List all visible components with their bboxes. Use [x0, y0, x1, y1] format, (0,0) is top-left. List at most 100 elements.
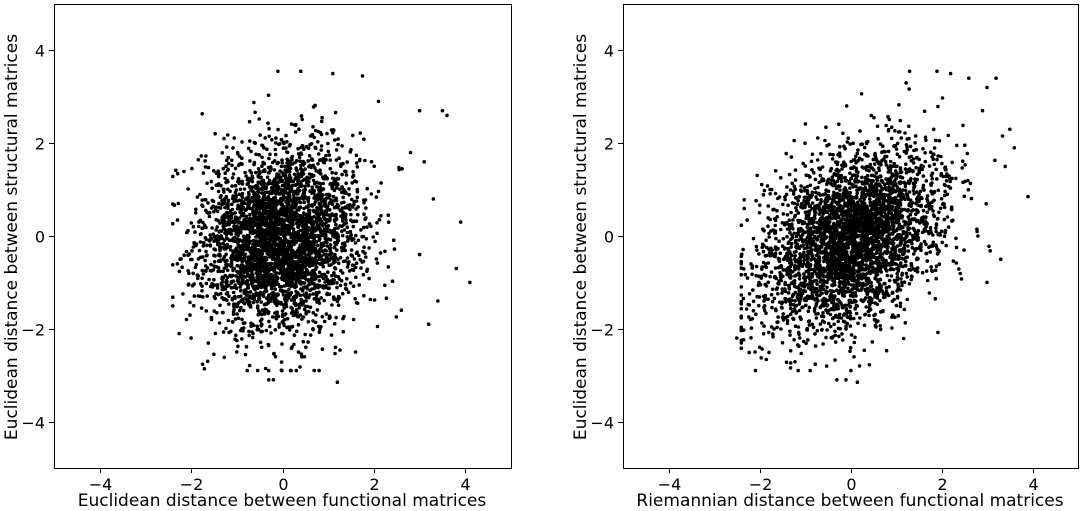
scatter-point	[340, 233, 345, 238]
scatter-point	[245, 297, 250, 302]
scatter-point	[265, 245, 270, 250]
scatter-point	[230, 184, 234, 188]
scatter-point	[252, 240, 257, 245]
scatter-point	[855, 151, 860, 156]
scatter-point	[358, 131, 363, 135]
scatter-point	[296, 250, 301, 254]
scatter-point	[312, 282, 317, 287]
scatter-point	[352, 257, 357, 261]
scatter-point	[288, 242, 293, 246]
scatter-point	[291, 273, 295, 277]
scatter-point	[239, 221, 243, 226]
scatter-point	[302, 272, 306, 276]
scatter-point	[236, 302, 240, 306]
scatter-point	[937, 210, 941, 215]
scatter-point	[240, 179, 244, 184]
scatter-point	[790, 181, 794, 186]
scatter-point	[177, 269, 182, 274]
scatter-point	[936, 188, 941, 193]
scatter-point	[324, 279, 329, 283]
scatter-point	[252, 294, 257, 299]
scatter-point	[222, 226, 226, 231]
scatter-point	[222, 254, 227, 259]
scatter-point	[355, 301, 360, 306]
scatter-point	[298, 243, 303, 247]
scatter-point	[338, 224, 342, 228]
scatter-point	[227, 294, 231, 299]
scatter-point	[224, 326, 228, 331]
scatter-point	[327, 316, 332, 321]
scatter-point	[190, 283, 195, 288]
scatter-point	[280, 309, 285, 313]
scatter-point	[328, 158, 333, 162]
scatter-point	[331, 297, 336, 301]
scatter-point	[855, 191, 859, 195]
scatter-point	[260, 178, 265, 183]
scatter-point	[218, 303, 222, 308]
scatter-point	[187, 252, 192, 256]
scatter-point	[176, 201, 181, 206]
scatter-point	[319, 195, 324, 200]
scatter-point	[296, 229, 301, 234]
scatter-point	[269, 265, 274, 270]
scatter-point	[354, 261, 359, 266]
scatter-point	[324, 274, 328, 279]
scatter-point	[279, 360, 284, 364]
scatter-point	[280, 251, 284, 255]
scatter-point	[258, 340, 263, 345]
scatter-point	[365, 225, 369, 229]
scatter-point	[260, 252, 265, 256]
scatter-point	[333, 345, 338, 350]
scatter-point	[239, 224, 243, 229]
scatter-point	[200, 203, 204, 207]
scatter-point	[244, 214, 249, 219]
scatter-point	[200, 112, 204, 116]
scatter-point	[240, 140, 244, 144]
scatter-point	[252, 220, 256, 224]
scatter-point	[351, 284, 356, 289]
scatter-point	[355, 165, 360, 169]
scatter-point	[243, 208, 248, 212]
scatter-point	[352, 202, 356, 207]
scatter-point	[256, 278, 261, 282]
scatter-point	[259, 254, 264, 259]
scatter-point	[333, 267, 338, 271]
scatter-point	[222, 136, 226, 141]
scatter-point	[282, 230, 287, 234]
scatter-point	[343, 259, 348, 263]
scatter-point	[234, 194, 239, 198]
scatter-point	[250, 268, 254, 273]
scatter-point	[213, 235, 217, 239]
scatter-point	[899, 261, 903, 265]
scatter-point	[274, 141, 278, 145]
scatter-point	[323, 201, 328, 206]
scatter-point	[285, 150, 290, 155]
scatter-point	[793, 178, 798, 182]
scatter-point	[312, 368, 317, 373]
scatter-point	[186, 269, 190, 273]
scatter-point	[288, 272, 292, 277]
scatter-point	[293, 183, 298, 188]
scatter-point	[313, 320, 318, 325]
scatter-point	[277, 325, 281, 329]
scatter-point	[240, 282, 244, 286]
scatter-point	[340, 291, 345, 296]
scatter-point	[231, 290, 236, 295]
scatter-point	[311, 292, 315, 296]
scatter-point	[317, 215, 321, 220]
scatter-point	[745, 276, 750, 280]
scatter-point	[264, 221, 268, 225]
scatter-point	[298, 196, 303, 200]
scatter-point	[333, 138, 337, 142]
scatter-point	[775, 325, 779, 330]
scatter-point	[290, 264, 295, 268]
scatter-point	[305, 295, 309, 300]
scatter-point	[357, 158, 362, 163]
scatter-point	[284, 302, 288, 307]
scatter-point	[345, 256, 350, 260]
scatter-point	[321, 181, 326, 186]
scatter-point	[317, 368, 321, 373]
scatter-point	[316, 192, 321, 197]
scatter-point	[313, 166, 317, 170]
scatter-point	[345, 160, 350, 164]
